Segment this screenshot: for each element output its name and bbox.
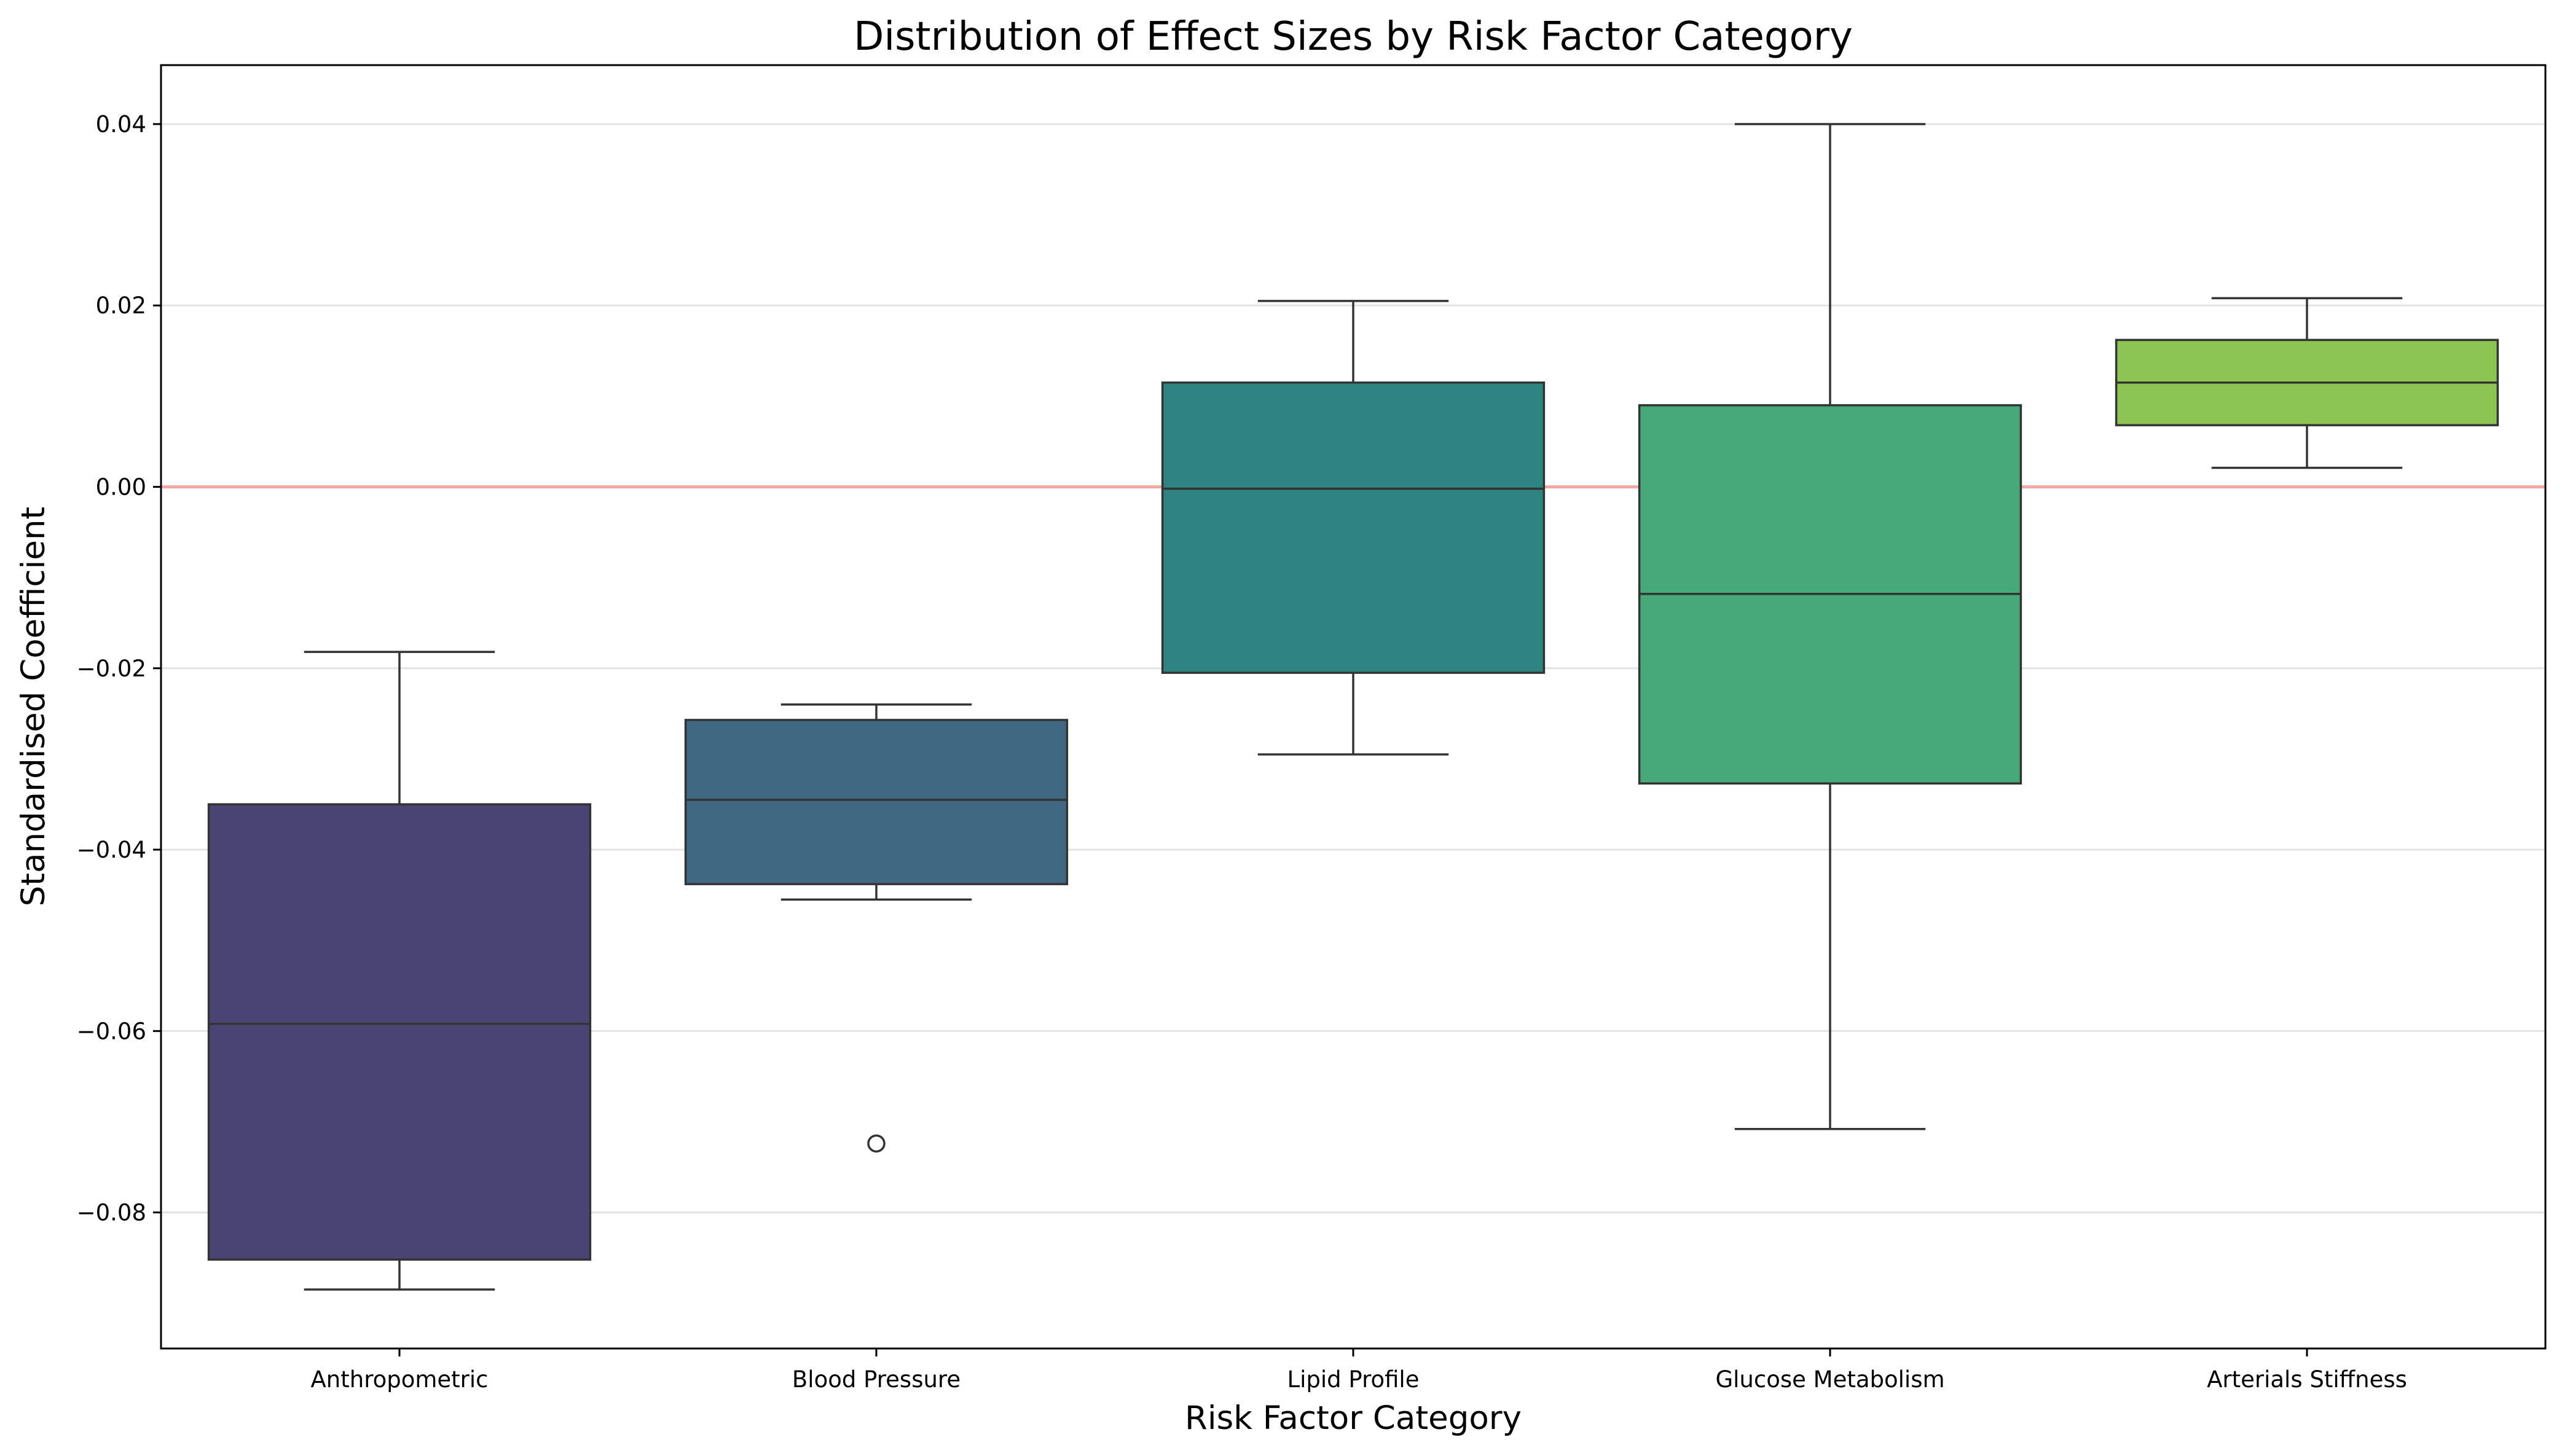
box-glucose-metabolism xyxy=(1638,123,2022,1130)
box-anthropometric xyxy=(207,651,592,1291)
x-tick-label: Lipid Profile xyxy=(1287,1366,1420,1393)
y-axis-ticks: 0.04 0.02 0.00 −0.02 −0.04 −0.06 −0.08 xyxy=(77,111,161,1226)
outlier-point xyxy=(867,1134,886,1153)
iqr-box xyxy=(1161,381,1546,674)
y-axis-label: Standardised Coefficient xyxy=(15,507,52,907)
y-tick-label: 0.04 xyxy=(96,111,146,138)
boxes-group xyxy=(207,123,2499,1291)
box-arterials-stiffness xyxy=(2115,297,2499,469)
x-tick-label: Blood Pressure xyxy=(792,1366,961,1393)
x-axis-label: Risk Factor Category xyxy=(1185,1399,1522,1437)
x-tick-label: Arterials Stiffness xyxy=(2207,1366,2407,1393)
y-tick-label: 0.00 xyxy=(96,474,146,500)
iqr-box xyxy=(684,719,1069,885)
x-tick-label: Anthropometric xyxy=(310,1366,488,1393)
x-axis-ticks: Anthropometric Blood Pressure Lipid Profil… xyxy=(310,1348,2407,1393)
x-tick-label: Glucose Metabolism xyxy=(1715,1366,1944,1393)
y-tick-label: −0.06 xyxy=(77,1018,146,1044)
y-tick-label: −0.04 xyxy=(77,837,146,863)
y-tick-label: −0.02 xyxy=(77,656,146,682)
chart-title: Distribution of Effect Sizes by Risk Fac… xyxy=(854,14,1853,60)
box-lipid-profile xyxy=(1161,300,1546,756)
y-tick-label: −0.08 xyxy=(77,1200,146,1226)
y-tick-label: 0.02 xyxy=(96,292,146,319)
iqr-box xyxy=(207,803,592,1261)
box-blood-pressure xyxy=(684,703,1069,1153)
